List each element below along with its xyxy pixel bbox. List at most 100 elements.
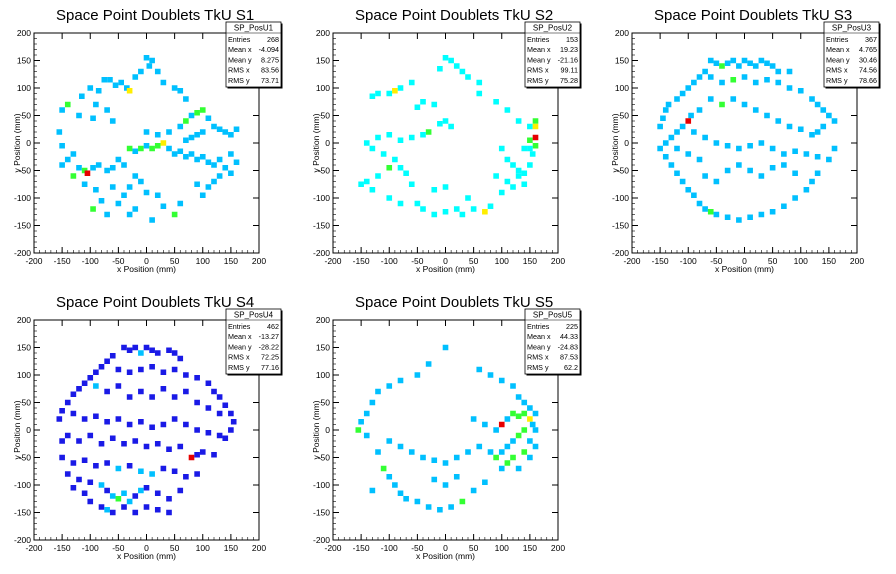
bin-cell [662, 154, 669, 160]
bin-cell [707, 57, 714, 64]
bin-cell [493, 99, 499, 105]
bin-cell [109, 509, 116, 516]
bin-cell [707, 96, 714, 102]
bin-cell [476, 443, 483, 450]
bin-cell [121, 192, 127, 198]
x-tick-label: -150 [353, 543, 370, 553]
bin-cell [674, 129, 680, 135]
bin-cell [115, 383, 122, 389]
bin-cell [59, 438, 65, 444]
bin-cell [228, 410, 234, 417]
bin-cell [70, 391, 77, 397]
bin-cell [143, 55, 150, 61]
stats-value: 44.33 [560, 332, 578, 341]
bin-cell [98, 441, 105, 447]
bin-cell [691, 79, 697, 86]
bin-cell [93, 413, 99, 419]
bin-cell [487, 449, 494, 455]
bin-cell [498, 377, 505, 384]
bin-cell [702, 134, 708, 141]
bin-cell [194, 452, 200, 458]
bin-cell [230, 419, 237, 425]
bin-cell [166, 509, 172, 516]
stats-value: 8.275 [261, 55, 279, 64]
bin-cell [143, 504, 150, 510]
bin-cell [369, 93, 376, 99]
stats-name: SP_PosU1 [234, 24, 274, 33]
bin-cell [515, 173, 522, 179]
bin-cell [205, 430, 212, 436]
bin-cell [679, 178, 686, 185]
bin-cell [154, 350, 161, 356]
bin-cell [431, 476, 438, 483]
stats-label: Mean x [228, 45, 252, 54]
bin-cell [177, 443, 184, 450]
bin-cell [408, 181, 415, 187]
bin-cell [437, 66, 443, 72]
bin-cell [510, 438, 516, 444]
y-tick-label: 50 [620, 111, 630, 121]
bin-cell [160, 386, 167, 392]
bin-cell [138, 145, 144, 152]
x-tick-label: 150 [224, 543, 238, 553]
bin-cell [194, 132, 200, 138]
bin-cell [527, 162, 533, 168]
stats-value: 83.56 [261, 66, 279, 75]
bin-cell [482, 479, 488, 485]
stats-label: Mean x [527, 45, 551, 54]
bin-cell [470, 487, 477, 494]
bin-cell [160, 203, 167, 209]
bin-cell [668, 134, 675, 141]
bin-cell [786, 85, 793, 91]
chart-title: Space Point Doublets TkU S4 [56, 294, 254, 311]
bin-cell [532, 118, 539, 124]
bin-cell [831, 118, 838, 124]
bin-cell [696, 107, 703, 113]
bin-cell [104, 107, 110, 113]
bin-cell [752, 79, 759, 86]
stats-value: 153 [566, 35, 578, 44]
bin-cell [510, 162, 516, 168]
x-tick-label: 0 [443, 256, 448, 266]
bin-cell [115, 465, 122, 472]
bin-cell [76, 438, 82, 444]
y-tick-label: -150 [313, 221, 330, 231]
bin-cell [691, 129, 697, 135]
bin-cell [104, 419, 110, 425]
bin-cell [369, 399, 376, 406]
bin-cell [183, 137, 189, 143]
bin-cell [465, 449, 471, 455]
x-tick-label: -150 [54, 543, 71, 553]
bin-cell [736, 63, 742, 69]
bin-cell [764, 77, 770, 83]
bin-cell [397, 490, 404, 496]
bin-cell [397, 377, 404, 384]
plot-frame [33, 319, 260, 541]
bin-cell [154, 490, 161, 496]
y-tick-label: -100 [313, 480, 330, 490]
bin-cell [216, 432, 223, 439]
bin-cell [216, 394, 223, 400]
bin-cell [442, 118, 449, 124]
bin-cell [118, 79, 125, 86]
bin-cell [414, 104, 421, 110]
bin-cell [425, 504, 432, 510]
bin-cell [222, 402, 229, 408]
bin-cell [442, 209, 449, 215]
bin-cell [228, 170, 234, 176]
x-tick-label: -100 [82, 543, 99, 553]
bin-cell [126, 184, 133, 190]
x-tick-label: 50 [469, 256, 479, 266]
bin-cell [104, 507, 110, 513]
bin-cell [183, 474, 189, 480]
bin-cell [126, 394, 133, 400]
bin-cell [205, 115, 212, 121]
bin-cell [781, 162, 787, 168]
bin-cell [183, 96, 189, 102]
bin-cell [786, 68, 793, 75]
y-tick-label: -150 [14, 508, 31, 518]
stats-value: 73.71 [261, 76, 279, 85]
bin-cell [104, 167, 110, 174]
stats-name: SP_PosU3 [832, 24, 872, 33]
bin-cell [90, 165, 96, 171]
